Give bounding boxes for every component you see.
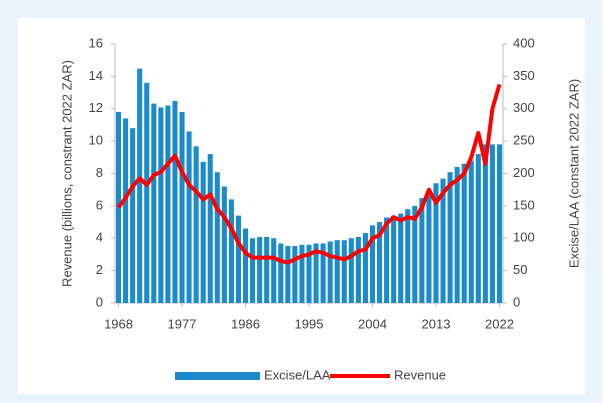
bar bbox=[362, 233, 368, 303]
bar bbox=[214, 172, 220, 303]
y-tick-label: 2 bbox=[96, 262, 103, 277]
bar bbox=[306, 244, 312, 303]
bar bbox=[179, 111, 185, 303]
bar bbox=[172, 100, 178, 303]
bar bbox=[341, 240, 347, 303]
legend-swatch bbox=[175, 372, 260, 380]
bar bbox=[115, 111, 122, 303]
bar bbox=[475, 154, 481, 303]
x-tick-label: 2022 bbox=[485, 316, 514, 331]
bar bbox=[398, 213, 404, 303]
y2-tick-label: 50 bbox=[513, 262, 527, 277]
y-axis-label: Revenue (billions, constrant 2022 ZAR) bbox=[59, 60, 74, 287]
y-tick-label: 4 bbox=[96, 230, 103, 245]
bar bbox=[377, 222, 383, 303]
bar bbox=[264, 236, 270, 303]
bar bbox=[235, 215, 241, 303]
bar bbox=[278, 243, 284, 303]
bar bbox=[405, 209, 411, 303]
bar bbox=[221, 186, 227, 303]
bar bbox=[461, 163, 467, 303]
bar bbox=[440, 178, 446, 303]
bar bbox=[123, 118, 129, 304]
bar bbox=[348, 238, 354, 303]
bar bbox=[482, 144, 488, 303]
bar bbox=[496, 144, 503, 303]
legend-label: Revenue bbox=[394, 367, 446, 382]
bar bbox=[468, 160, 474, 303]
x-tick-label: 1986 bbox=[231, 316, 260, 331]
x-tick-label: 2004 bbox=[358, 316, 387, 331]
y2-tick-label: 250 bbox=[513, 133, 535, 148]
bar bbox=[271, 238, 277, 303]
y-tick-label: 6 bbox=[96, 197, 103, 212]
y2-tick-label: 0 bbox=[513, 294, 520, 309]
bar bbox=[242, 228, 249, 303]
bar bbox=[454, 167, 460, 303]
y2-tick-label: 100 bbox=[513, 230, 535, 245]
bar bbox=[426, 189, 432, 303]
bar bbox=[207, 154, 213, 303]
y-tick-label: 12 bbox=[89, 100, 103, 115]
bar bbox=[137, 68, 143, 303]
bar bbox=[292, 246, 298, 303]
bar bbox=[250, 238, 256, 303]
y-tick-label: 14 bbox=[89, 68, 103, 83]
bar bbox=[165, 105, 171, 303]
bar bbox=[193, 146, 199, 303]
bar bbox=[384, 217, 390, 303]
bar bbox=[447, 172, 453, 303]
bar bbox=[299, 244, 305, 303]
y-tick-label: 10 bbox=[89, 133, 103, 148]
bar bbox=[151, 103, 157, 303]
bar bbox=[257, 236, 263, 303]
bar bbox=[158, 107, 164, 303]
y2-tick-label: 200 bbox=[513, 165, 535, 180]
bar bbox=[144, 82, 150, 303]
bar bbox=[369, 225, 376, 303]
x-tick-label: 1977 bbox=[168, 316, 197, 331]
y-tick-label: 8 bbox=[96, 165, 103, 180]
y2-tick-label: 400 bbox=[513, 35, 535, 50]
legend-label: Excise/LAA bbox=[264, 367, 331, 382]
y2-tick-label: 350 bbox=[513, 68, 535, 83]
x-tick-label: 1995 bbox=[295, 316, 324, 331]
bar bbox=[228, 199, 234, 303]
bar bbox=[391, 215, 397, 303]
bar bbox=[355, 236, 361, 303]
y2-tick-label: 150 bbox=[513, 197, 535, 212]
bar bbox=[412, 205, 418, 303]
bar bbox=[419, 198, 425, 303]
bar bbox=[433, 183, 439, 303]
y2-tick-label: 300 bbox=[513, 100, 535, 115]
bar bbox=[327, 241, 333, 303]
y-tick-label: 0 bbox=[96, 294, 103, 309]
line bbox=[116, 83, 502, 265]
x-tick-label: 1968 bbox=[104, 316, 133, 331]
bar bbox=[334, 240, 340, 303]
bar bbox=[186, 131, 192, 303]
bar bbox=[200, 161, 206, 303]
y-tick-label: 16 bbox=[89, 35, 103, 50]
bar bbox=[313, 243, 319, 303]
bar bbox=[285, 246, 291, 303]
bar bbox=[489, 144, 495, 303]
bar bbox=[130, 128, 136, 303]
bar bbox=[320, 243, 326, 303]
x-tick-label: 2013 bbox=[422, 316, 451, 331]
y2-axis-label: Excise/LAA (constant 2022 ZAR) bbox=[566, 79, 581, 268]
